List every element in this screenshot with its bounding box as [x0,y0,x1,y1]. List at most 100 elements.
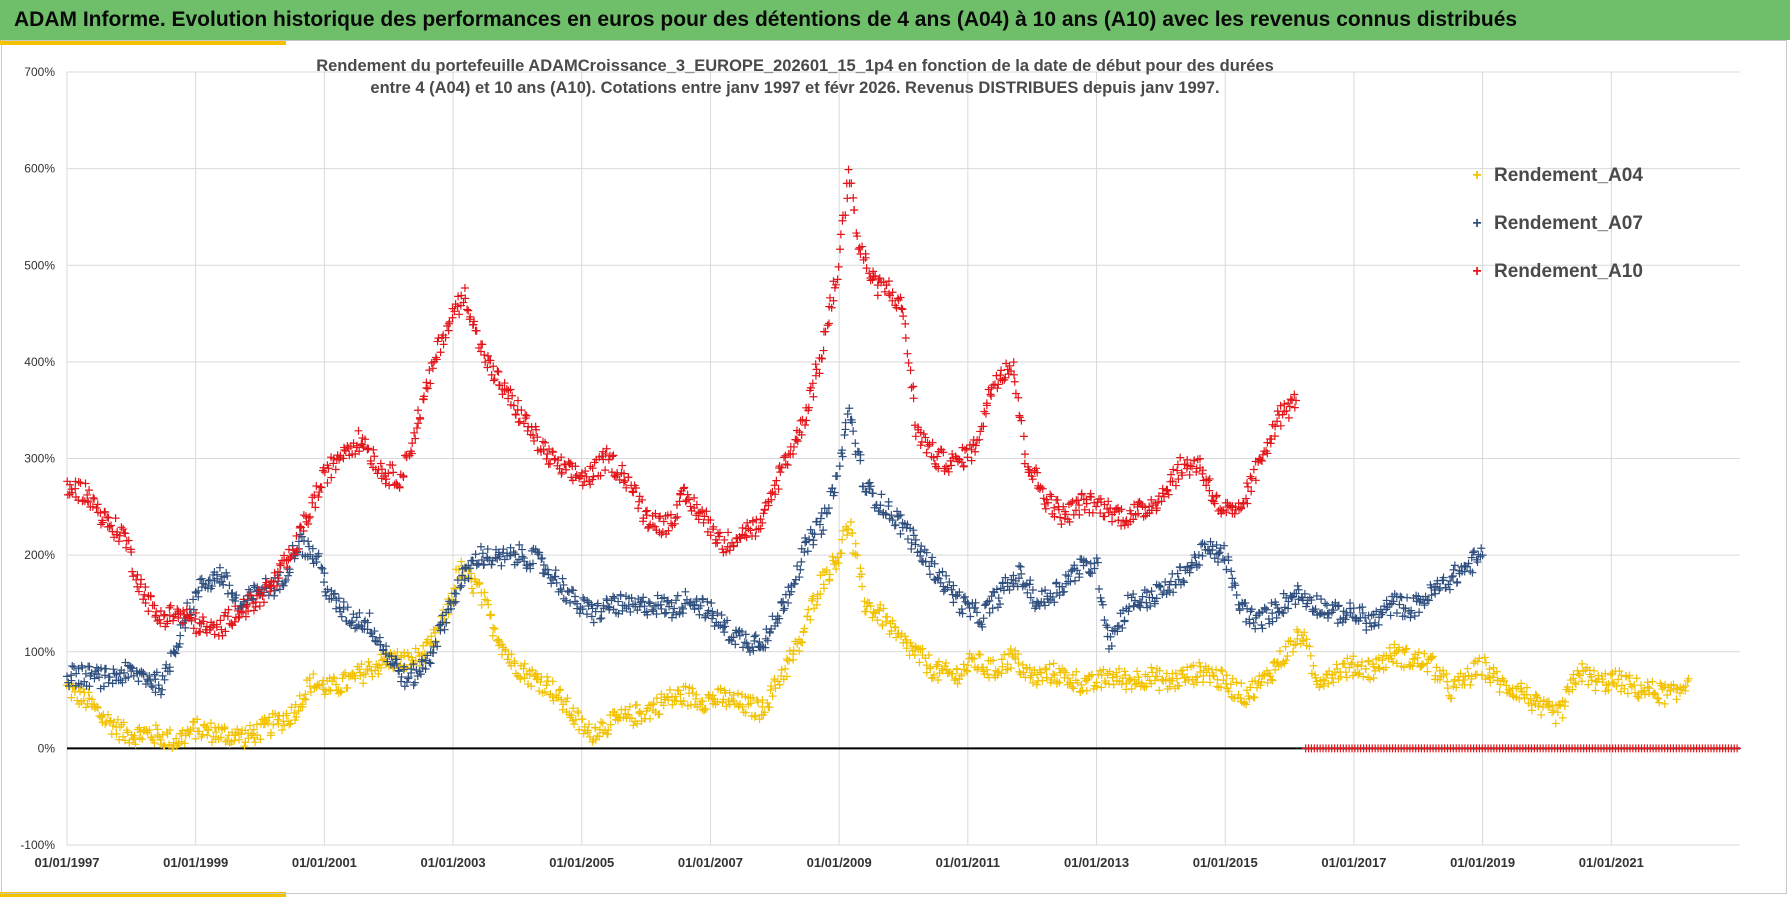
data-point-rendement_a10 [596,471,605,480]
data-point-rendement_a07 [593,599,602,608]
data-point-rendement_a04 [368,672,377,681]
data-point-rendement_a07 [511,550,520,559]
data-point-rendement_a07 [1100,616,1109,625]
data-point-rendement_a07 [90,674,99,683]
data-point-rendement_a10 [897,304,906,313]
data-point-rendement_a10 [352,441,361,450]
data-point-rendement_a07 [1179,577,1188,586]
data-point-rendement_a10 [1284,413,1293,422]
data-point-rendement_a04 [1232,678,1241,687]
data-point-rendement_a10 [797,430,806,439]
data-point-rendement_a10 [1273,417,1282,426]
data-point-rendement_a10 [513,396,522,405]
data-point-rendement_a07 [1271,600,1280,609]
data-point-rendement_a07 [631,600,640,609]
data-point-rendement_a10 [873,291,882,300]
data-point-rendement_a10 [370,452,379,461]
data-point-rendement_a04 [997,655,1006,664]
data-point-rendement_a07 [1220,541,1229,550]
data-point-rendement_a04 [535,687,544,696]
data-point-rendement_a04 [775,680,784,689]
data-point-rendement_a07 [232,591,241,600]
data-point-rendement_a04 [1553,708,1562,717]
data-point-rendement_a07 [518,545,527,554]
data-point-rendement_a04 [785,656,794,665]
data-point-rendement_a04 [934,657,943,666]
data-point-rendement_a04 [510,659,519,668]
data-point-rendement_a07 [652,609,661,618]
data-point-rendement_a07 [891,520,900,529]
data-point-rendement_a10 [74,477,83,486]
data-point-rendement_a04 [172,734,181,743]
data-point-rendement_a04 [741,708,750,717]
data-point-rendement_a07 [582,610,591,619]
data-point-rendement_a07 [421,665,430,674]
data-point-rendement_a04 [963,661,972,670]
data-point-rendement_a07 [400,662,409,671]
data-point-rendement_a04 [1364,656,1373,665]
data-point-rendement_a07 [426,659,435,668]
data-point-rendement_a10 [266,587,275,596]
data-point-rendement_a07 [1050,598,1059,607]
data-point-rendement_a07 [605,603,614,612]
data-point-rendement_a07 [281,577,290,586]
data-point-rendement_a07 [717,610,726,619]
data-point-rendement_a04 [858,582,867,591]
data-point-rendement_a07 [351,624,360,633]
data-point-rendement_a10 [811,360,820,369]
data-point-rendement_a10 [775,462,784,471]
data-point-rendement_a10 [354,426,363,435]
data-point-rendement_a04 [280,721,289,730]
data-layer [62,165,1742,753]
data-point-rendement_a10 [783,461,792,470]
data-point-rendement_a07 [800,548,809,557]
data-point-rendement_a07 [704,606,713,615]
data-point-rendement_a04 [1591,686,1600,695]
data-point-rendement_a10 [714,529,723,538]
data-point-rendement_a10 [642,511,651,520]
data-point-rendement_a10 [476,347,485,356]
data-point-rendement_a07 [417,657,426,666]
data-point-rendement_a04 [1532,691,1541,700]
data-point-rendement_a04 [575,725,584,734]
data-point-rendement_a04 [67,693,76,702]
data-point-rendement_a04 [1234,690,1243,699]
data-point-rendement_a10 [804,403,813,412]
data-point-rendement_a07 [515,540,524,549]
data-point-rendement_a10 [65,480,74,489]
data-point-rendement_a07 [951,592,960,601]
data-point-rendement_a04 [748,693,757,702]
data-point-rendement_a10 [457,291,466,300]
data-point-rendement_a10 [1285,402,1294,411]
data-point-rendement_a04 [1289,647,1298,656]
data-point-rendement_a04 [1577,677,1586,686]
data-point-rendement_a10 [1154,498,1163,507]
data-point-rendement_a04 [1522,690,1531,699]
data-point-rendement_a07 [449,599,458,608]
data-point-rendement_a10 [833,275,842,284]
data-point-rendement_a10 [764,501,773,510]
data-point-rendement_a10 [901,333,910,342]
data-point-rendement_a10 [367,459,376,468]
data-point-rendement_a07 [815,520,824,529]
data-point-rendement_a07 [877,490,886,499]
data-point-rendement_a10 [997,366,1006,375]
data-point-rendement_a10 [686,502,695,511]
data-point-rendement_a07 [1407,606,1416,615]
data-point-rendement_a07 [334,594,343,603]
data-point-rendement_a10 [1001,373,1010,382]
data-point-rendement_a10 [317,483,326,492]
data-point-rendement_a04 [305,674,314,683]
data-point-rendement_a07 [471,550,480,559]
y-tick-label: 0% [38,741,56,755]
data-point-rendement_a04 [1534,702,1543,711]
data-point-rendement_a04 [1176,666,1185,675]
data-point-rendement_a07 [387,652,396,661]
data-point-rendement_a10 [156,606,165,615]
data-point-rendement_a10 [385,481,394,490]
data-point-rendement_a04 [1502,681,1511,690]
data-point-rendement_a04 [1632,674,1641,683]
data-point-rendement_a10 [1040,500,1049,509]
data-point-rendement_a07 [535,548,544,557]
data-point-rendement_a07 [1293,581,1302,590]
